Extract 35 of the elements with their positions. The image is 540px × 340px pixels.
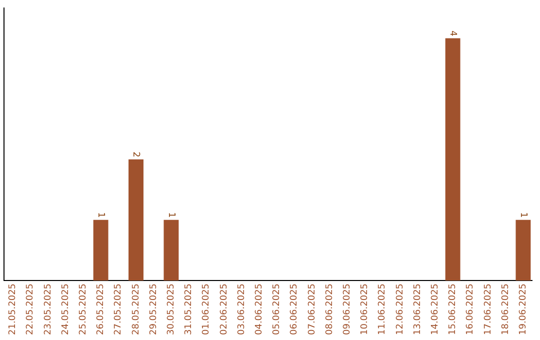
x-tick-label: 14.06.2025 bbox=[430, 283, 441, 335]
x-tick-label: 12.06.2025 bbox=[395, 283, 406, 335]
x-tick-label: 13.06.2025 bbox=[412, 283, 423, 335]
x-tick-label: 21.05.2025 bbox=[8, 283, 18, 335]
x-tick-label: 10.06.2025 bbox=[360, 283, 370, 335]
x-tick-label: 07.06.2025 bbox=[307, 283, 318, 335]
x-tick-label: 22.05.2025 bbox=[26, 283, 36, 335]
data-label: 1 bbox=[518, 212, 528, 218]
x-tick-label: 31.05.2025 bbox=[184, 283, 194, 335]
x-tick-label: 16.06.2025 bbox=[466, 283, 476, 335]
x-tick-label: 24.05.2025 bbox=[60, 283, 71, 335]
x-tick-label: 23.05.2025 bbox=[43, 283, 54, 335]
x-tick-label: 15.06.2025 bbox=[448, 283, 458, 335]
x-tick-label: 08.06.2025 bbox=[324, 283, 335, 335]
x-tick-label: 03.06.2025 bbox=[236, 283, 247, 335]
data-label: 1 bbox=[95, 212, 106, 218]
x-tick-label: 28.05.2025 bbox=[131, 283, 142, 335]
x-tick-label: 11.06.2025 bbox=[378, 283, 388, 335]
data-label: 4 bbox=[447, 30, 458, 37]
x-tick-label: 27.05.2025 bbox=[114, 283, 124, 335]
x-tick-label: 04.06.2025 bbox=[254, 283, 265, 335]
x-tick-label: 29.05.2025 bbox=[148, 283, 159, 335]
x-tick-label: 30.05.2025 bbox=[166, 283, 177, 335]
data-label: 1 bbox=[166, 212, 176, 218]
x-tick-label: 05.06.2025 bbox=[272, 283, 282, 335]
x-tick-label: 06.06.2025 bbox=[290, 283, 300, 335]
x-tick-label: 01.06.2025 bbox=[202, 283, 212, 335]
x-tick-label: 09.06.2025 bbox=[342, 283, 353, 335]
x-tick-label: 26.05.2025 bbox=[96, 283, 106, 335]
x-tick-label: 17.06.2025 bbox=[483, 283, 494, 335]
x-tick-label: 02.06.2025 bbox=[219, 283, 230, 335]
x-tick-label: 18.06.2025 bbox=[500, 283, 511, 335]
data-label: 2 bbox=[130, 152, 141, 158]
x-tick-label: 19.06.2025 bbox=[518, 283, 529, 335]
x-tick-label: 25.05.2025 bbox=[78, 283, 89, 335]
